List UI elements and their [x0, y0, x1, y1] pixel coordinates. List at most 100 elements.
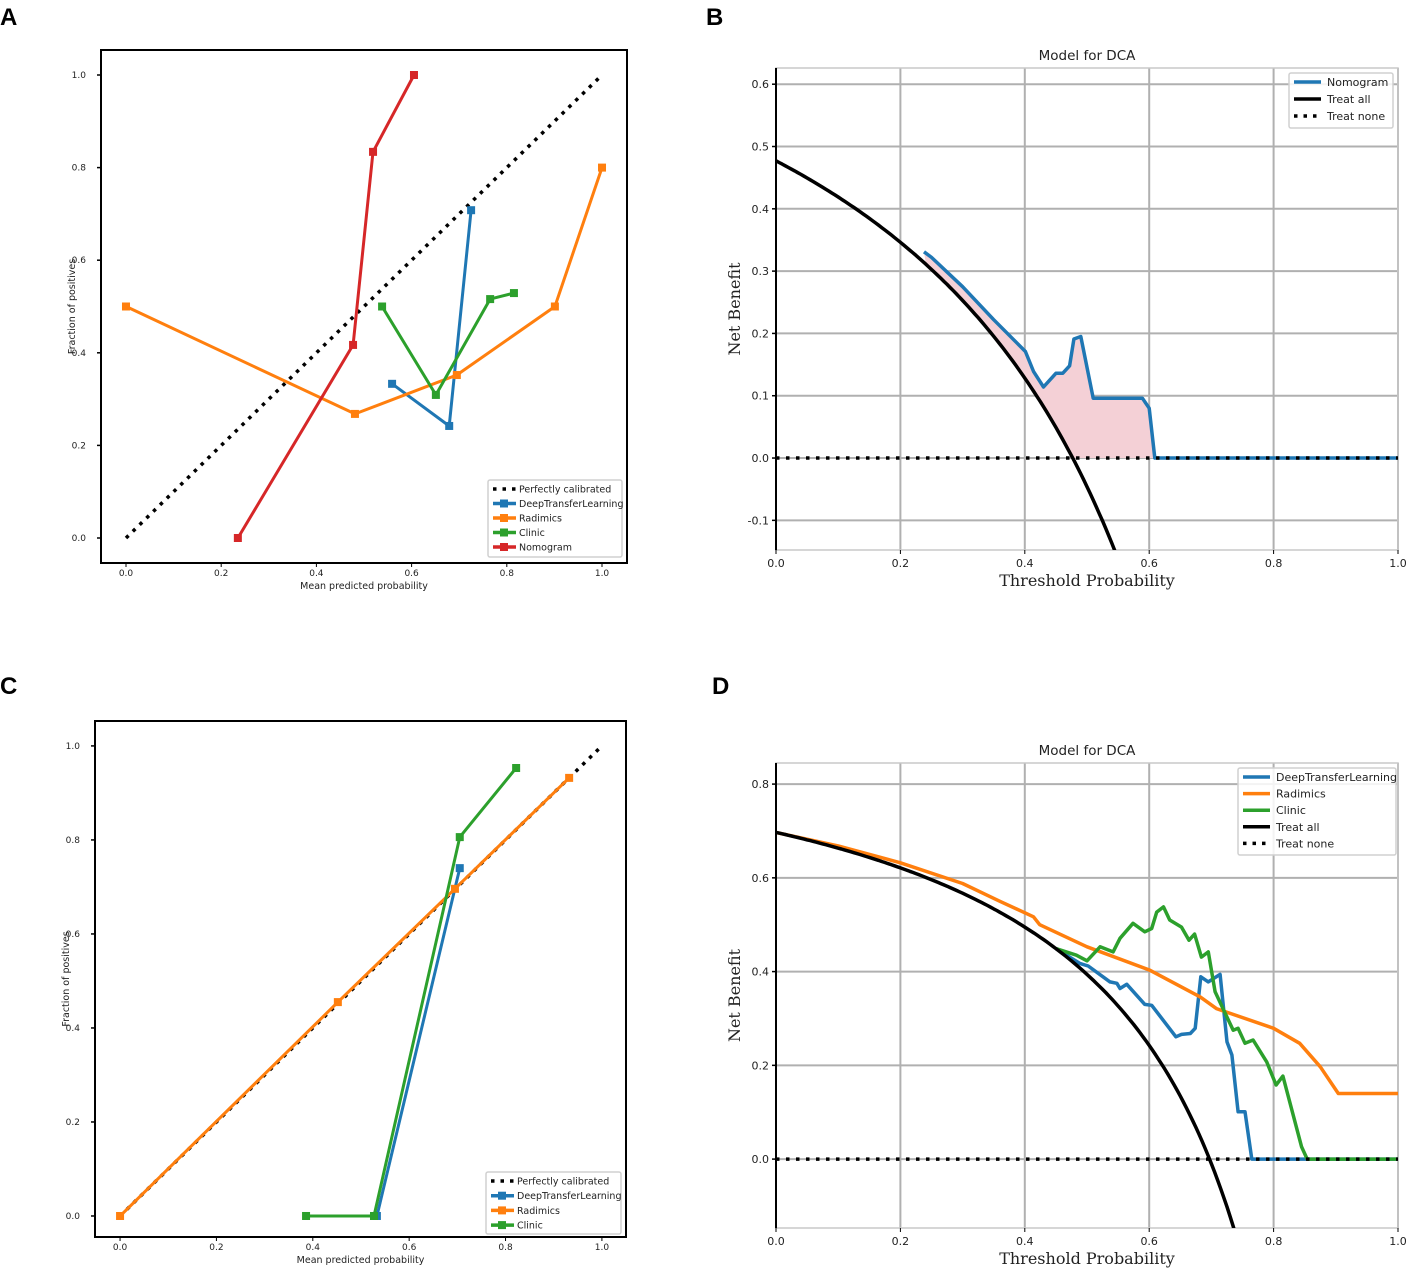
legend-item: Treat all	[1294, 93, 1371, 106]
legend-marker	[498, 1191, 506, 1200]
y-tick-label: 0.6	[66, 930, 81, 940]
series-deeptransferlearning-line	[375, 867, 462, 1217]
x-tick-label: 0.6	[402, 1243, 417, 1253]
y-tick-label: 0.8	[72, 164, 87, 174]
series-radimics-marker	[350, 409, 359, 418]
x-tick-label: 0.8	[500, 569, 515, 579]
legend-label: Radimics	[519, 514, 562, 525]
x-tick-label: 0.0	[113, 1243, 128, 1253]
x-tick-label: 0.4	[306, 1243, 321, 1253]
legend: Nomogram Treat all Treat none	[1288, 72, 1394, 129]
legend-item: Treat none	[1243, 837, 1334, 850]
legend-item: Clinic	[493, 528, 545, 539]
series-nomogram-marker	[369, 147, 378, 156]
series-clinic-marker	[431, 390, 440, 399]
legend-item: Perfectly calibrated	[491, 1177, 609, 1188]
legend-marker	[500, 514, 508, 522]
series-radimics-line	[776, 830, 1398, 1096]
legend-item: Treat none	[1294, 110, 1385, 123]
series-nomogram-marker	[233, 533, 242, 542]
legend-item: Radimics	[493, 514, 562, 525]
series-perfectly-calibrated-line	[124, 73, 604, 540]
y-tick-label: 0.0	[72, 534, 87, 544]
legend-item: Clinic	[1243, 804, 1306, 817]
x-tick-label: 0.2	[892, 1235, 910, 1248]
y-tick-label: 0.8	[66, 836, 81, 846]
legend-label: Nomogram	[1327, 76, 1388, 89]
legend-item: Perfectly calibrated	[493, 485, 611, 496]
series-nomogram-marker	[349, 340, 358, 349]
legend-box	[1237, 767, 1397, 856]
chart-title: Model for DCA	[1039, 743, 1136, 759]
x-tick-label: 1.0	[595, 1243, 610, 1253]
series-nomogram-line	[922, 250, 1398, 460]
y-tick-label: 0.0	[752, 1153, 770, 1166]
series-radimics-marker	[116, 1211, 125, 1220]
legend-marker	[500, 528, 508, 537]
series-radimics-marker	[452, 371, 461, 380]
legend-box	[485, 1171, 622, 1235]
legend-marker	[498, 1221, 506, 1230]
fill-between-area	[924, 251, 1155, 459]
panel-label: B	[706, 4, 723, 31]
legend-label: DeepTransferLearning	[519, 499, 623, 510]
legend-label: Treat none	[1326, 110, 1385, 123]
legend-box	[487, 479, 623, 558]
y-tick-label: 0.0	[752, 452, 770, 465]
y-tick-label: 0.6	[72, 256, 87, 266]
series-radimics-line	[119, 776, 571, 1218]
y-tick-label: 1.0	[66, 742, 81, 752]
x-tick-label: 0.0	[119, 569, 134, 579]
plot-frame	[775, 67, 1399, 551]
plot-area	[776, 159, 1398, 550]
legend-marker	[500, 499, 508, 508]
y-axis-label: Fraction of positives	[67, 259, 78, 354]
plot-area	[121, 71, 607, 542]
series-clinic-marker	[455, 833, 464, 842]
legend-item: DeepTransferLearning	[493, 499, 623, 510]
series-deeptransferlearning-line	[1054, 947, 1398, 1161]
y-tick-label: 0.6	[752, 872, 770, 885]
legend-label: Perfectly calibrated	[519, 485, 611, 496]
chart-title: Model for DCA	[1039, 48, 1136, 64]
panel-label: D	[712, 673, 729, 700]
series-radimics-marker	[121, 302, 130, 311]
series-radimics-marker	[550, 302, 559, 311]
y-tick-label: 0.3	[752, 265, 770, 278]
y-tick-label: -0.1	[748, 514, 769, 527]
legend-label: Treat all	[1275, 821, 1320, 834]
series-clinic-marker	[378, 302, 387, 311]
y-axis-label: Net Benefit	[725, 262, 744, 356]
legend: Perfectly calibrated DeepTransferLearning…	[485, 1171, 622, 1235]
legend-item: DeepTransferLearning	[491, 1191, 621, 1202]
y-tick-label: 0.2	[752, 1059, 770, 1072]
x-axis-label: Mean predicted probability	[300, 581, 428, 592]
series-clinic-marker	[486, 295, 495, 304]
legend-label: Radimics	[517, 1206, 560, 1217]
series-clinic-line	[306, 767, 518, 1218]
x-tick-label: 0.8	[498, 1243, 513, 1253]
legend-item: Treat all	[1243, 821, 1320, 834]
plot-area	[116, 744, 604, 1220]
series-nomogram-marker	[409, 71, 418, 80]
y-tick-label: 0.6	[752, 78, 770, 91]
y-tick-label: 0.4	[72, 349, 87, 359]
y-tick-label: 1.0	[72, 71, 87, 81]
panel-b: B 0.0 0.2 0.4 0.6 0.8 1.0 -0.1 0.0 0.1 0.2 0.3 0.4 0.…	[706, 4, 1407, 590]
legend-item: Clinic	[491, 1221, 543, 1232]
x-tick-label: 0.0	[767, 1235, 785, 1248]
series-nomogram-line	[236, 74, 416, 539]
y-tick-label: 0.1	[752, 390, 770, 403]
series-radimics-line	[125, 167, 604, 416]
legend-label: DeepTransferLearning	[517, 1191, 621, 1202]
series-deeptransferlearning-marker	[455, 864, 464, 873]
series-radimics-marker	[450, 884, 459, 893]
legend-label: Radimics	[1276, 788, 1326, 801]
legend-item: Nomogram	[1294, 76, 1388, 89]
x-tick-label: 0.2	[892, 557, 910, 570]
legend: Perfectly calibrated DeepTransferLearning…	[487, 479, 623, 558]
x-tick-label: 0.2	[214, 569, 228, 579]
series-deeptransferlearning-marker	[388, 379, 397, 388]
legend-label: Clinic	[1276, 804, 1306, 817]
legend-marker	[498, 1206, 506, 1215]
